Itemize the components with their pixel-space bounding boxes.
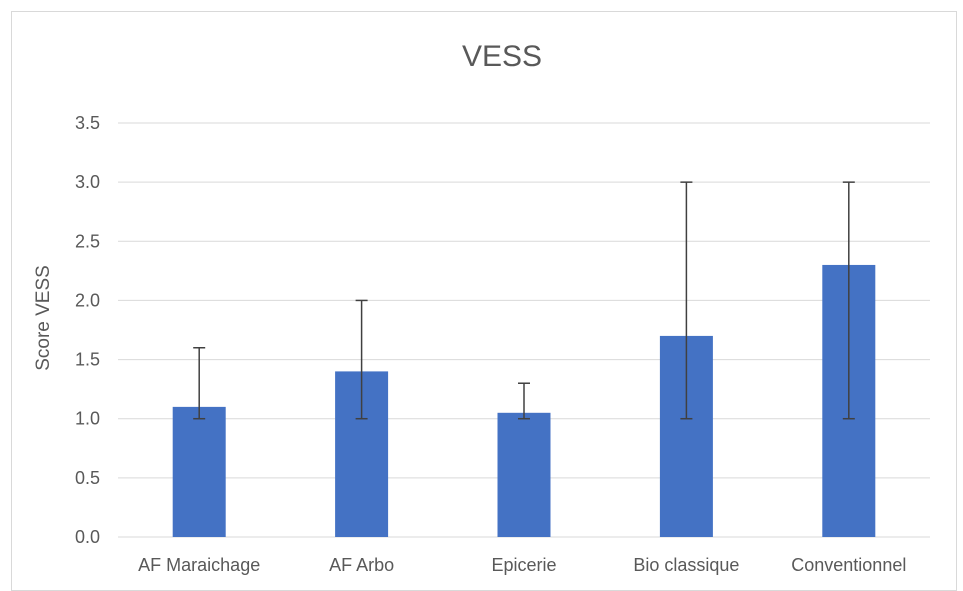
y-tick-label: 2.5 <box>75 231 100 251</box>
category-labels: AF Maraichage AF Arbo Epicerie Bio classiqu… <box>138 555 906 575</box>
bar <box>497 412 551 537</box>
y-axis-label: Score VESS <box>33 265 54 371</box>
y-tick-label: 1.5 <box>75 350 100 370</box>
error-bars <box>193 181 855 420</box>
y-tick-label: 3.5 <box>75 113 100 133</box>
y-tick-label: 0.5 <box>75 468 100 488</box>
y-tick-label: 2.0 <box>75 290 100 310</box>
y-tick-labels: 0.0 0.5 1.0 1.5 2.0 2.5 3.0 3.5 <box>75 113 100 547</box>
bar-chart: VESS Score VESS 0.0 0.5 1.0 1.5 2.0 2.5 3.0 3.5… <box>33 40 930 575</box>
category-label: AF Maraichage <box>138 555 260 575</box>
category-label: AF Arbo <box>329 555 394 575</box>
y-tick-label: 0.0 <box>75 527 100 547</box>
bar <box>172 406 226 537</box>
category-label: Conventionnel <box>791 555 906 575</box>
category-label: Bio classique <box>633 555 739 575</box>
y-tick-label: 1.0 <box>75 409 100 429</box>
gridlines <box>118 122 930 538</box>
category-label: Epicerie <box>491 555 556 575</box>
chart-title: VESS <box>462 40 542 73</box>
y-tick-label: 3.0 <box>75 172 100 192</box>
chart-frame <box>11 11 957 591</box>
